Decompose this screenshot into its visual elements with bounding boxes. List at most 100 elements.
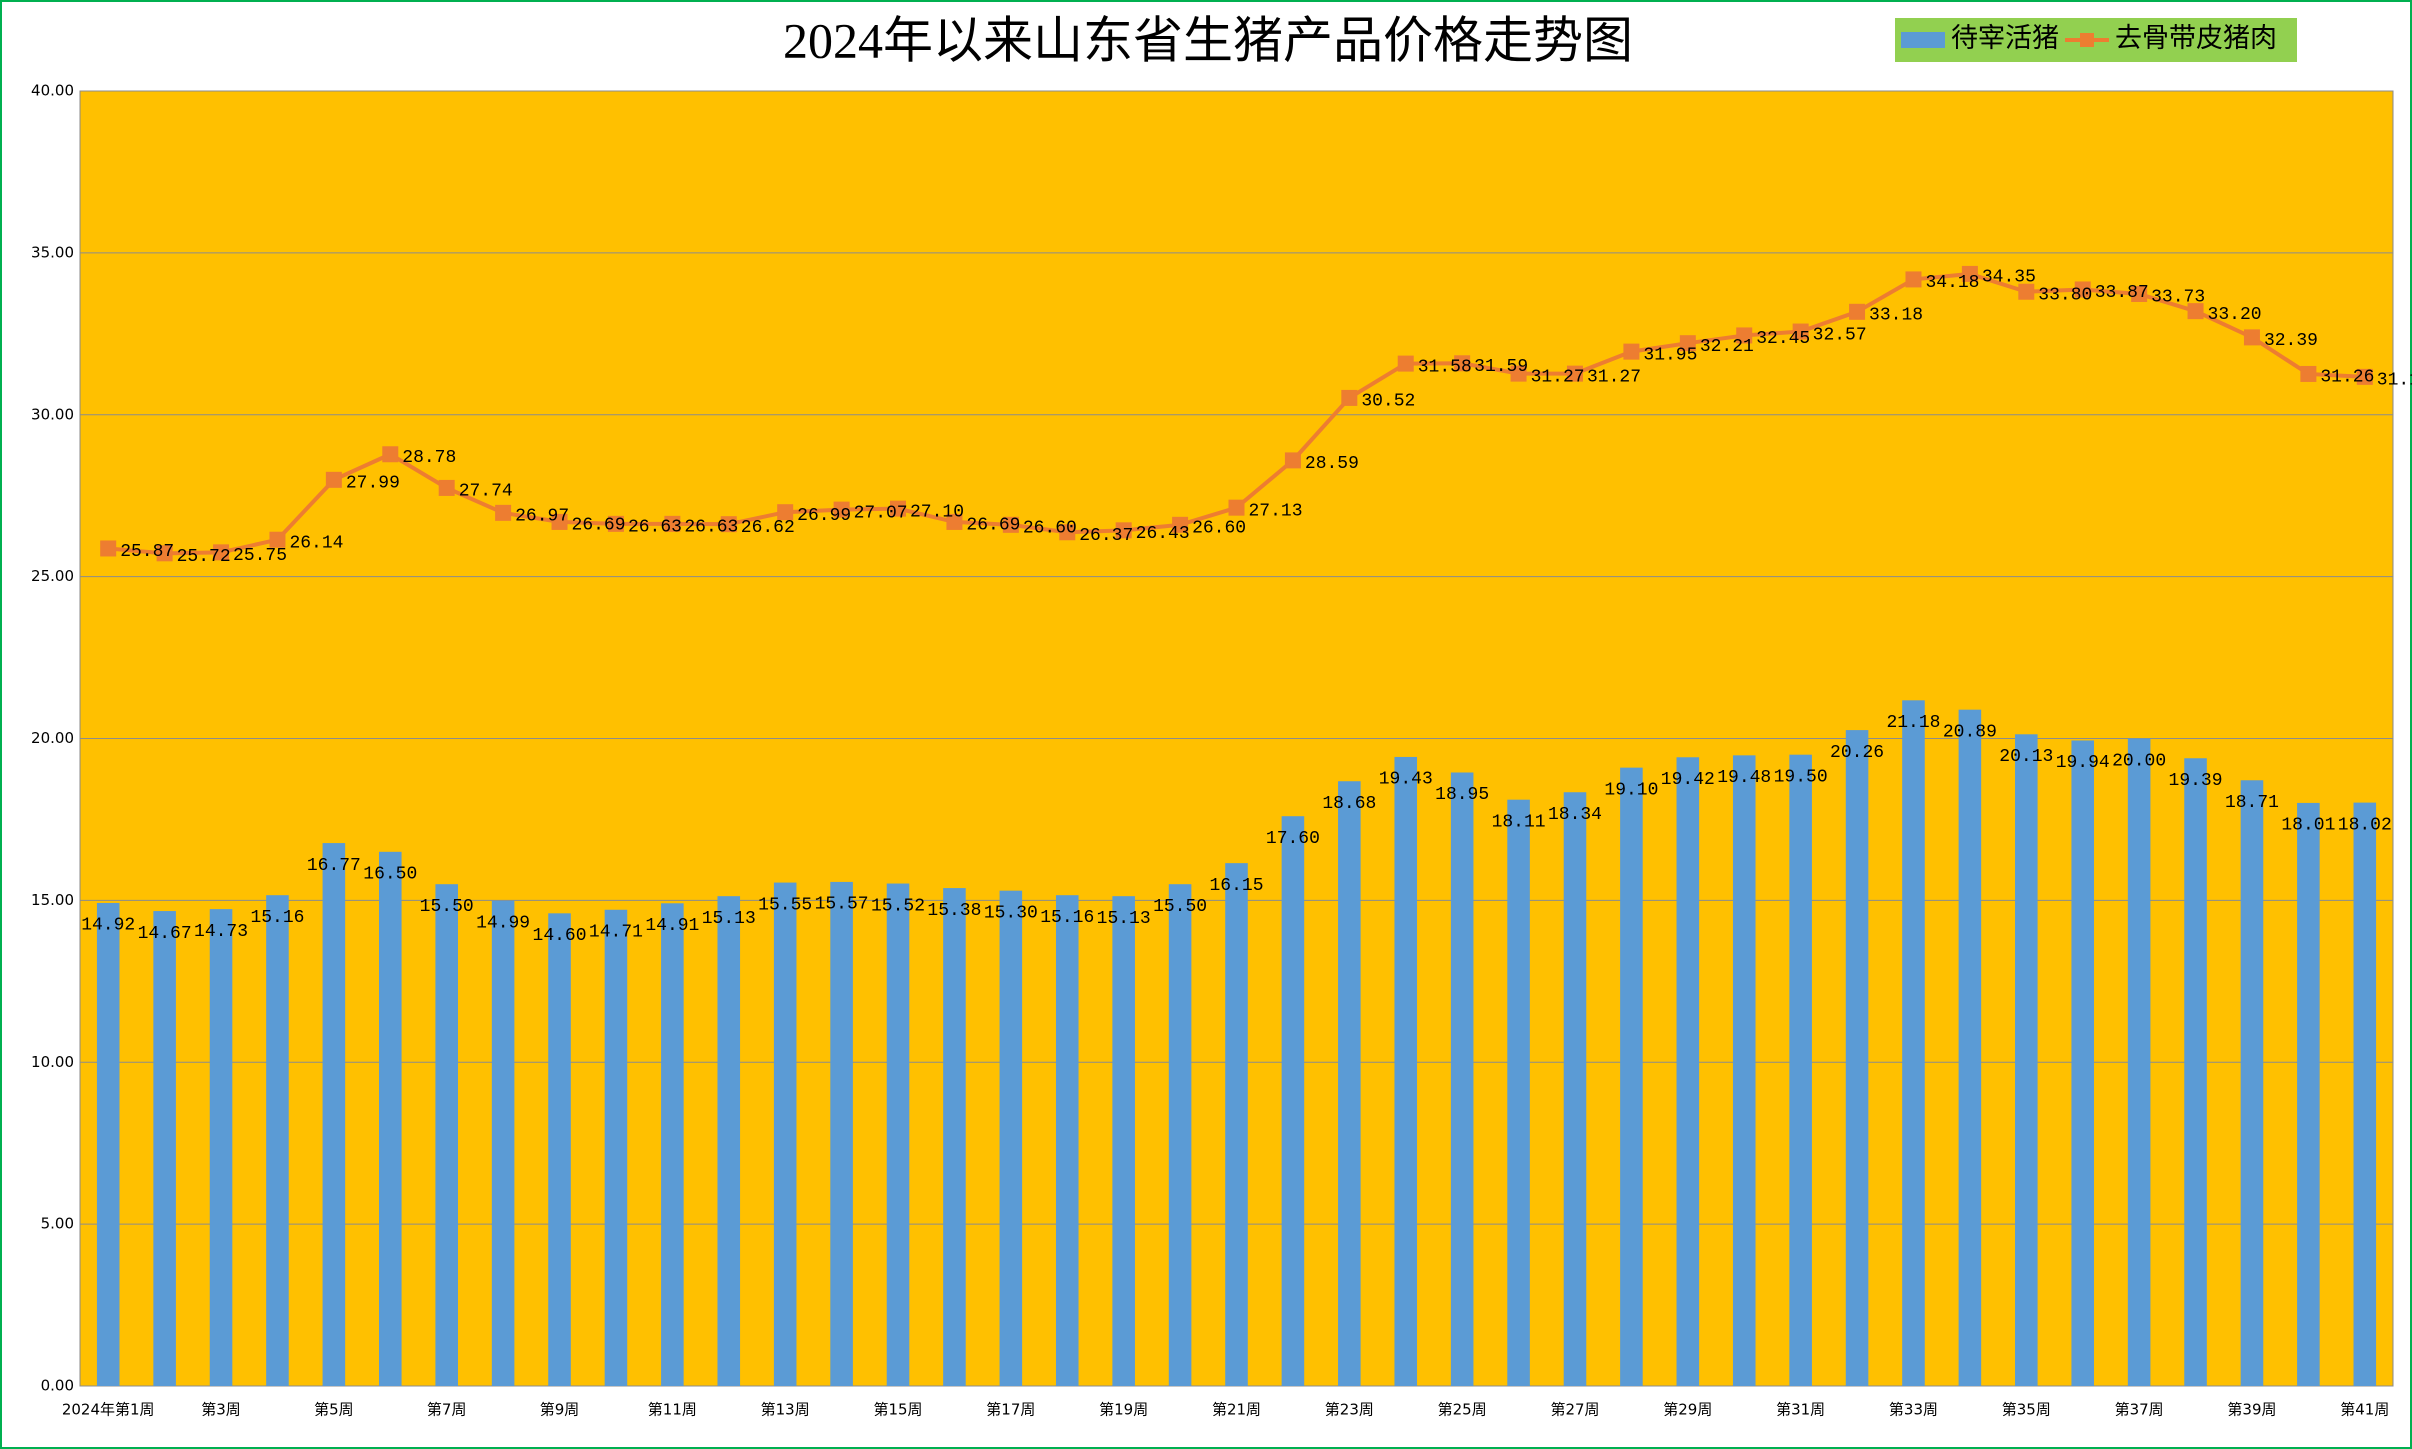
data-label: 19.48: [1717, 768, 1771, 788]
x-tick-label: 第17周: [986, 1401, 1035, 1419]
data-label: 28.78: [402, 448, 456, 468]
data-label: 33.20: [2208, 305, 2262, 325]
line-marker: [1397, 355, 1414, 372]
legend-label: 待宰活猪: [1951, 23, 2059, 53]
data-label: 14.60: [533, 926, 587, 946]
x-tick-label: 2024年第1周: [62, 1401, 155, 1419]
bar: [604, 909, 628, 1386]
data-label: 16.50: [363, 865, 417, 885]
data-label: 20.89: [1943, 722, 1997, 742]
data-label: 26.43: [1136, 524, 1190, 544]
line-marker: [720, 516, 737, 533]
x-tick-label: 第5周: [314, 1401, 354, 1419]
data-label: 31.58: [1418, 357, 1472, 377]
x-tick-label: 第9周: [540, 1401, 580, 1419]
bar: [1394, 756, 1418, 1386]
line-marker: [1905, 271, 1922, 288]
data-label: 18.71: [2225, 793, 2279, 813]
line-marker: [2018, 283, 2035, 300]
data-label: 27.07: [854, 503, 908, 523]
y-tick-label: 30.00: [31, 405, 74, 423]
data-label: 25.72: [177, 547, 231, 567]
bar: [886, 883, 910, 1386]
bar: [830, 881, 853, 1386]
data-label: 19.10: [1604, 780, 1658, 800]
bar: [1563, 792, 1587, 1386]
x-tick-label: 第15周: [873, 1401, 922, 1419]
x-tick-label: 第11周: [648, 1401, 697, 1419]
data-label: 15.16: [1040, 908, 1094, 928]
line-marker: [1792, 323, 1809, 340]
bar: [999, 890, 1023, 1386]
bar: [1676, 757, 1700, 1386]
data-label: 31.59: [1474, 357, 1528, 377]
data-label: 26.14: [289, 533, 343, 553]
data-label: 15.52: [871, 896, 925, 916]
data-label: 25.75: [233, 546, 287, 566]
data-label: 32.21: [1700, 337, 1754, 357]
x-tick-label: 第31周: [1776, 1401, 1825, 1419]
data-label: 15.57: [815, 895, 869, 915]
data-label: 33.80: [2038, 285, 2092, 305]
data-label: 19.39: [2169, 771, 2223, 791]
bar: [2071, 740, 2095, 1386]
line-marker: [438, 479, 455, 496]
data-label: 19.94: [2056, 753, 2110, 773]
data-label: 20.13: [1999, 747, 2053, 767]
x-tick-label: 第3周: [201, 1401, 241, 1419]
data-label: 27.13: [1249, 501, 1303, 521]
data-label: 16.77: [307, 856, 361, 876]
data-label: 15.16: [250, 908, 304, 928]
line-marker: [1510, 365, 1527, 382]
data-label: 15.13: [1097, 909, 1151, 929]
bar: [1507, 799, 1530, 1386]
data-label: 26.63: [628, 518, 682, 538]
line-marker: [2187, 303, 2204, 320]
data-label: 30.52: [1361, 392, 1415, 412]
data-label: 15.50: [420, 897, 474, 917]
line-marker: [100, 540, 117, 557]
data-label: 33.18: [1869, 306, 1923, 326]
data-label: 26.60: [1192, 519, 1246, 539]
bar: [96, 902, 120, 1386]
data-label: 34.18: [1925, 273, 1979, 293]
data-label: 19.42: [1661, 770, 1715, 790]
data-label: 26.69: [966, 516, 1020, 536]
data-label: 16.15: [1209, 876, 1263, 896]
bar: [2297, 802, 2320, 1386]
bar: [1055, 895, 1079, 1386]
line-marker: [1341, 389, 1358, 406]
bar: [1225, 863, 1248, 1386]
line-marker: [1454, 355, 1471, 372]
data-label: 31.27: [1531, 367, 1585, 387]
y-tick-label: 40.00: [31, 82, 74, 100]
data-label: 32.39: [2264, 331, 2318, 351]
bar: [2184, 758, 2207, 1386]
data-label: 18.02: [2338, 815, 2392, 835]
data-label: 20.00: [2112, 751, 2166, 771]
bar: [717, 896, 741, 1386]
bar: [378, 851, 402, 1386]
data-label: 26.69: [572, 516, 626, 536]
bar: [2015, 734, 2038, 1386]
x-tick-label: 第21周: [1212, 1401, 1261, 1419]
x-tick-label: 第27周: [1550, 1401, 1599, 1419]
data-label: 27.10: [910, 502, 964, 522]
line-marker: [1849, 303, 1866, 320]
line-marker: [1623, 343, 1640, 360]
data-label: 27.74: [459, 482, 513, 502]
bar: [435, 884, 458, 1386]
data-label: 21.18: [1886, 713, 1940, 733]
data-label: 26.60: [1023, 519, 1077, 539]
data-label: 27.99: [346, 474, 400, 494]
line-marker: [269, 531, 286, 548]
data-label: 31.26: [2320, 368, 2374, 388]
bar: [1845, 730, 1869, 1386]
bar: [773, 882, 797, 1386]
data-label: 18.34: [1548, 805, 1602, 825]
x-tick-label: 第29周: [1663, 1401, 1712, 1419]
y-tick-label: 35.00: [31, 243, 74, 261]
line-marker: [946, 513, 963, 530]
line-marker: [777, 504, 794, 521]
